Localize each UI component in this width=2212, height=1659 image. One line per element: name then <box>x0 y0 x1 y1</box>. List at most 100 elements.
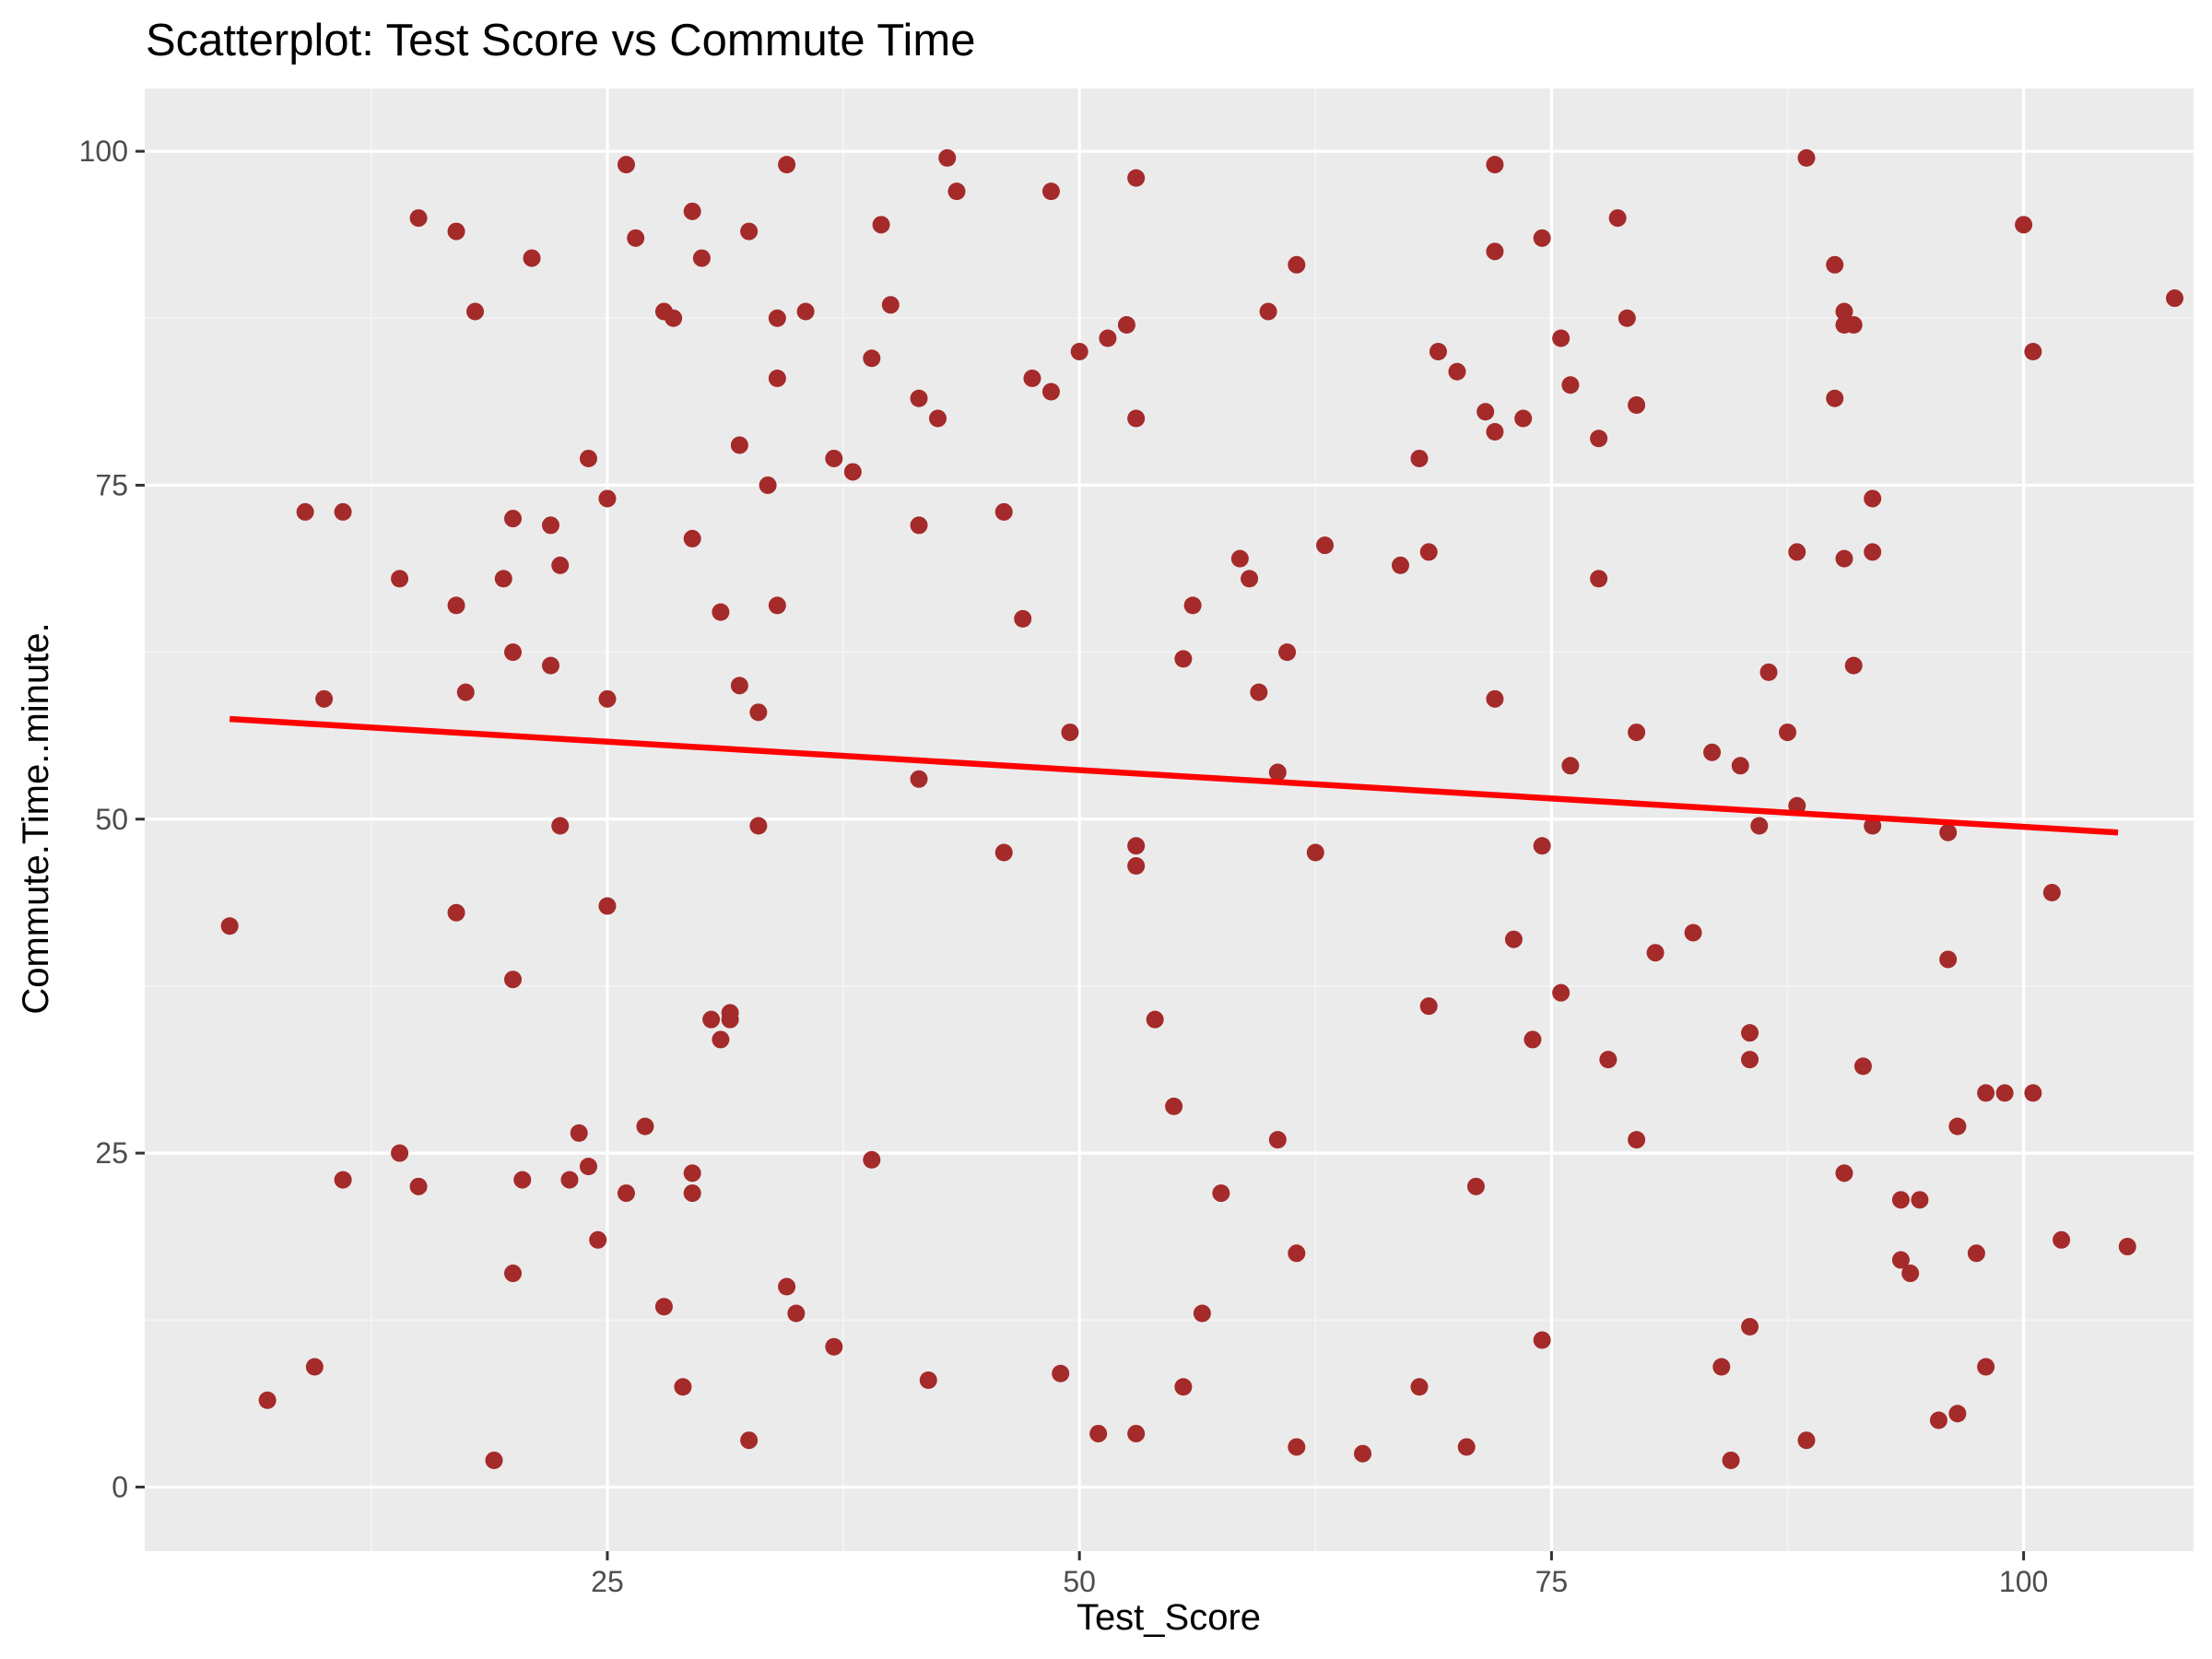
data-point <box>919 1371 937 1389</box>
data-point <box>1939 950 1958 969</box>
data-point <box>447 222 465 241</box>
data-point <box>542 656 560 675</box>
data-point <box>1646 944 1665 962</box>
data-point <box>551 817 570 835</box>
data-point <box>1117 316 1135 335</box>
data-point <box>1419 997 1438 1016</box>
data-point <box>654 1298 673 1316</box>
data-point <box>929 409 947 428</box>
data-point <box>1146 1010 1164 1029</box>
data-point <box>994 502 1013 521</box>
trend-line <box>229 715 2119 836</box>
data-point <box>1891 1251 1910 1269</box>
data-point <box>1457 1438 1476 1456</box>
data-point <box>1268 763 1287 782</box>
y-tick-label: 0 <box>112 1470 128 1503</box>
data-point <box>1561 757 1580 775</box>
data-point <box>768 596 786 615</box>
data-point <box>1099 329 1117 347</box>
data-point <box>409 1177 428 1195</box>
data-point <box>1590 570 1608 588</box>
data-point <box>1995 1084 2014 1102</box>
data-point <box>749 703 768 722</box>
data-point <box>1288 1244 1306 1263</box>
y-axis-title: Commute.Time..minute. <box>16 622 56 1014</box>
data-point <box>570 1124 588 1142</box>
data-point <box>1948 1117 1967 1135</box>
data-point <box>1014 609 1032 628</box>
data-point <box>447 903 465 922</box>
data-point <box>1552 983 1571 1002</box>
data-point <box>692 249 711 267</box>
data-point <box>740 1431 759 1450</box>
data-point <box>504 510 523 528</box>
data-point <box>504 1265 523 1283</box>
x-axis-title: Test_Score <box>1077 1597 1261 1638</box>
data-point <box>938 148 957 167</box>
data-point <box>740 222 759 241</box>
data-point <box>1797 1431 1816 1450</box>
data-point <box>504 643 523 662</box>
data-point <box>768 309 786 327</box>
data-point <box>863 349 881 368</box>
data-point <box>1628 1131 1646 1149</box>
data-point <box>910 389 928 407</box>
data-point <box>730 436 748 454</box>
data-point <box>1901 1265 1920 1283</box>
data-point <box>1741 1024 1759 1042</box>
data-point <box>1448 362 1466 381</box>
data-point <box>730 677 748 695</box>
data-point <box>1533 229 1551 247</box>
data-point <box>1797 148 1816 167</box>
data-point <box>1853 1057 1872 1076</box>
data-point <box>220 917 239 935</box>
data-point <box>627 229 645 247</box>
data-point <box>1023 370 1041 388</box>
data-point <box>1316 536 1335 555</box>
data-point <box>665 309 683 327</box>
data-point <box>391 570 409 588</box>
data-point <box>1410 1378 1429 1396</box>
data-point <box>721 1010 739 1029</box>
data-point <box>910 770 928 788</box>
data-point <box>1967 1244 1985 1263</box>
data-point <box>674 1378 692 1396</box>
data-point <box>598 689 617 708</box>
x-axis-ticks: 25 50 75 100 <box>591 1551 2048 1598</box>
data-point <box>2024 343 2042 361</box>
data-point <box>1183 596 1202 615</box>
data-point <box>1864 817 1882 835</box>
grid-major <box>145 88 2194 1551</box>
data-point <box>258 1391 276 1409</box>
data-point <box>1712 1358 1731 1376</box>
data-points <box>220 148 2184 1469</box>
data-point <box>1731 757 1749 775</box>
data-point <box>1127 837 1146 855</box>
data-point <box>1628 724 1646 742</box>
data-point <box>2042 883 2061 901</box>
data-point <box>1259 302 1277 321</box>
data-point <box>589 1230 607 1249</box>
data-point <box>391 1144 409 1162</box>
data-point <box>1174 650 1193 668</box>
data-point <box>2118 1238 2136 1256</box>
data-point <box>1741 1318 1759 1336</box>
data-point <box>1061 724 1079 742</box>
data-point <box>1552 329 1571 347</box>
data-point <box>334 1171 352 1189</box>
data-point <box>683 1164 701 1182</box>
data-point <box>1268 1131 1287 1149</box>
data-point <box>1041 382 1060 401</box>
data-point <box>1533 1331 1551 1349</box>
data-point <box>551 556 570 574</box>
data-point <box>1193 1304 1211 1323</box>
y-tick-label: 50 <box>95 803 128 836</box>
data-point <box>485 1451 503 1469</box>
chart-title: Scatterplot: Test Score vs Commute Time <box>146 16 975 65</box>
data-point <box>1127 1424 1146 1442</box>
x-tick-label: 25 <box>591 1565 624 1598</box>
data-point <box>759 476 777 494</box>
data-point <box>1127 169 1146 187</box>
data-point <box>1354 1444 1372 1463</box>
